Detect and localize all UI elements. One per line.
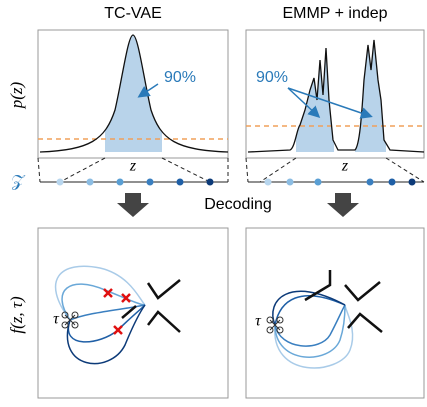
- down-arrow: [117, 193, 149, 217]
- density-box: [245, 29, 425, 159]
- trajectories-left: [54, 265, 181, 365]
- agent-label: τ: [53, 311, 60, 328]
- latent-lines: [37, 157, 425, 186]
- down-arrow: [327, 193, 359, 217]
- trajectory-box: [37, 227, 229, 399]
- density-right: [246, 39, 425, 153]
- agent-label: τ: [255, 313, 262, 330]
- trajectories-right: [266, 270, 383, 369]
- arrow-label: Decoding: [204, 196, 272, 213]
- trajectory-box: [245, 227, 425, 399]
- y-label: f(z, τ): [7, 296, 26, 334]
- y-label: p(z): [7, 81, 26, 109]
- panel-title: TC-VAE: [104, 5, 161, 22]
- annotation: 90%: [256, 69, 288, 86]
- panel-title: EMMP + indep: [282, 5, 387, 22]
- axis-label: z: [129, 158, 137, 175]
- density-left: [38, 34, 229, 153]
- density-box: [37, 29, 229, 159]
- annotation: 90%: [164, 69, 196, 86]
- latent-label: 𝒵: [12, 171, 26, 190]
- axis-label: z: [341, 158, 349, 175]
